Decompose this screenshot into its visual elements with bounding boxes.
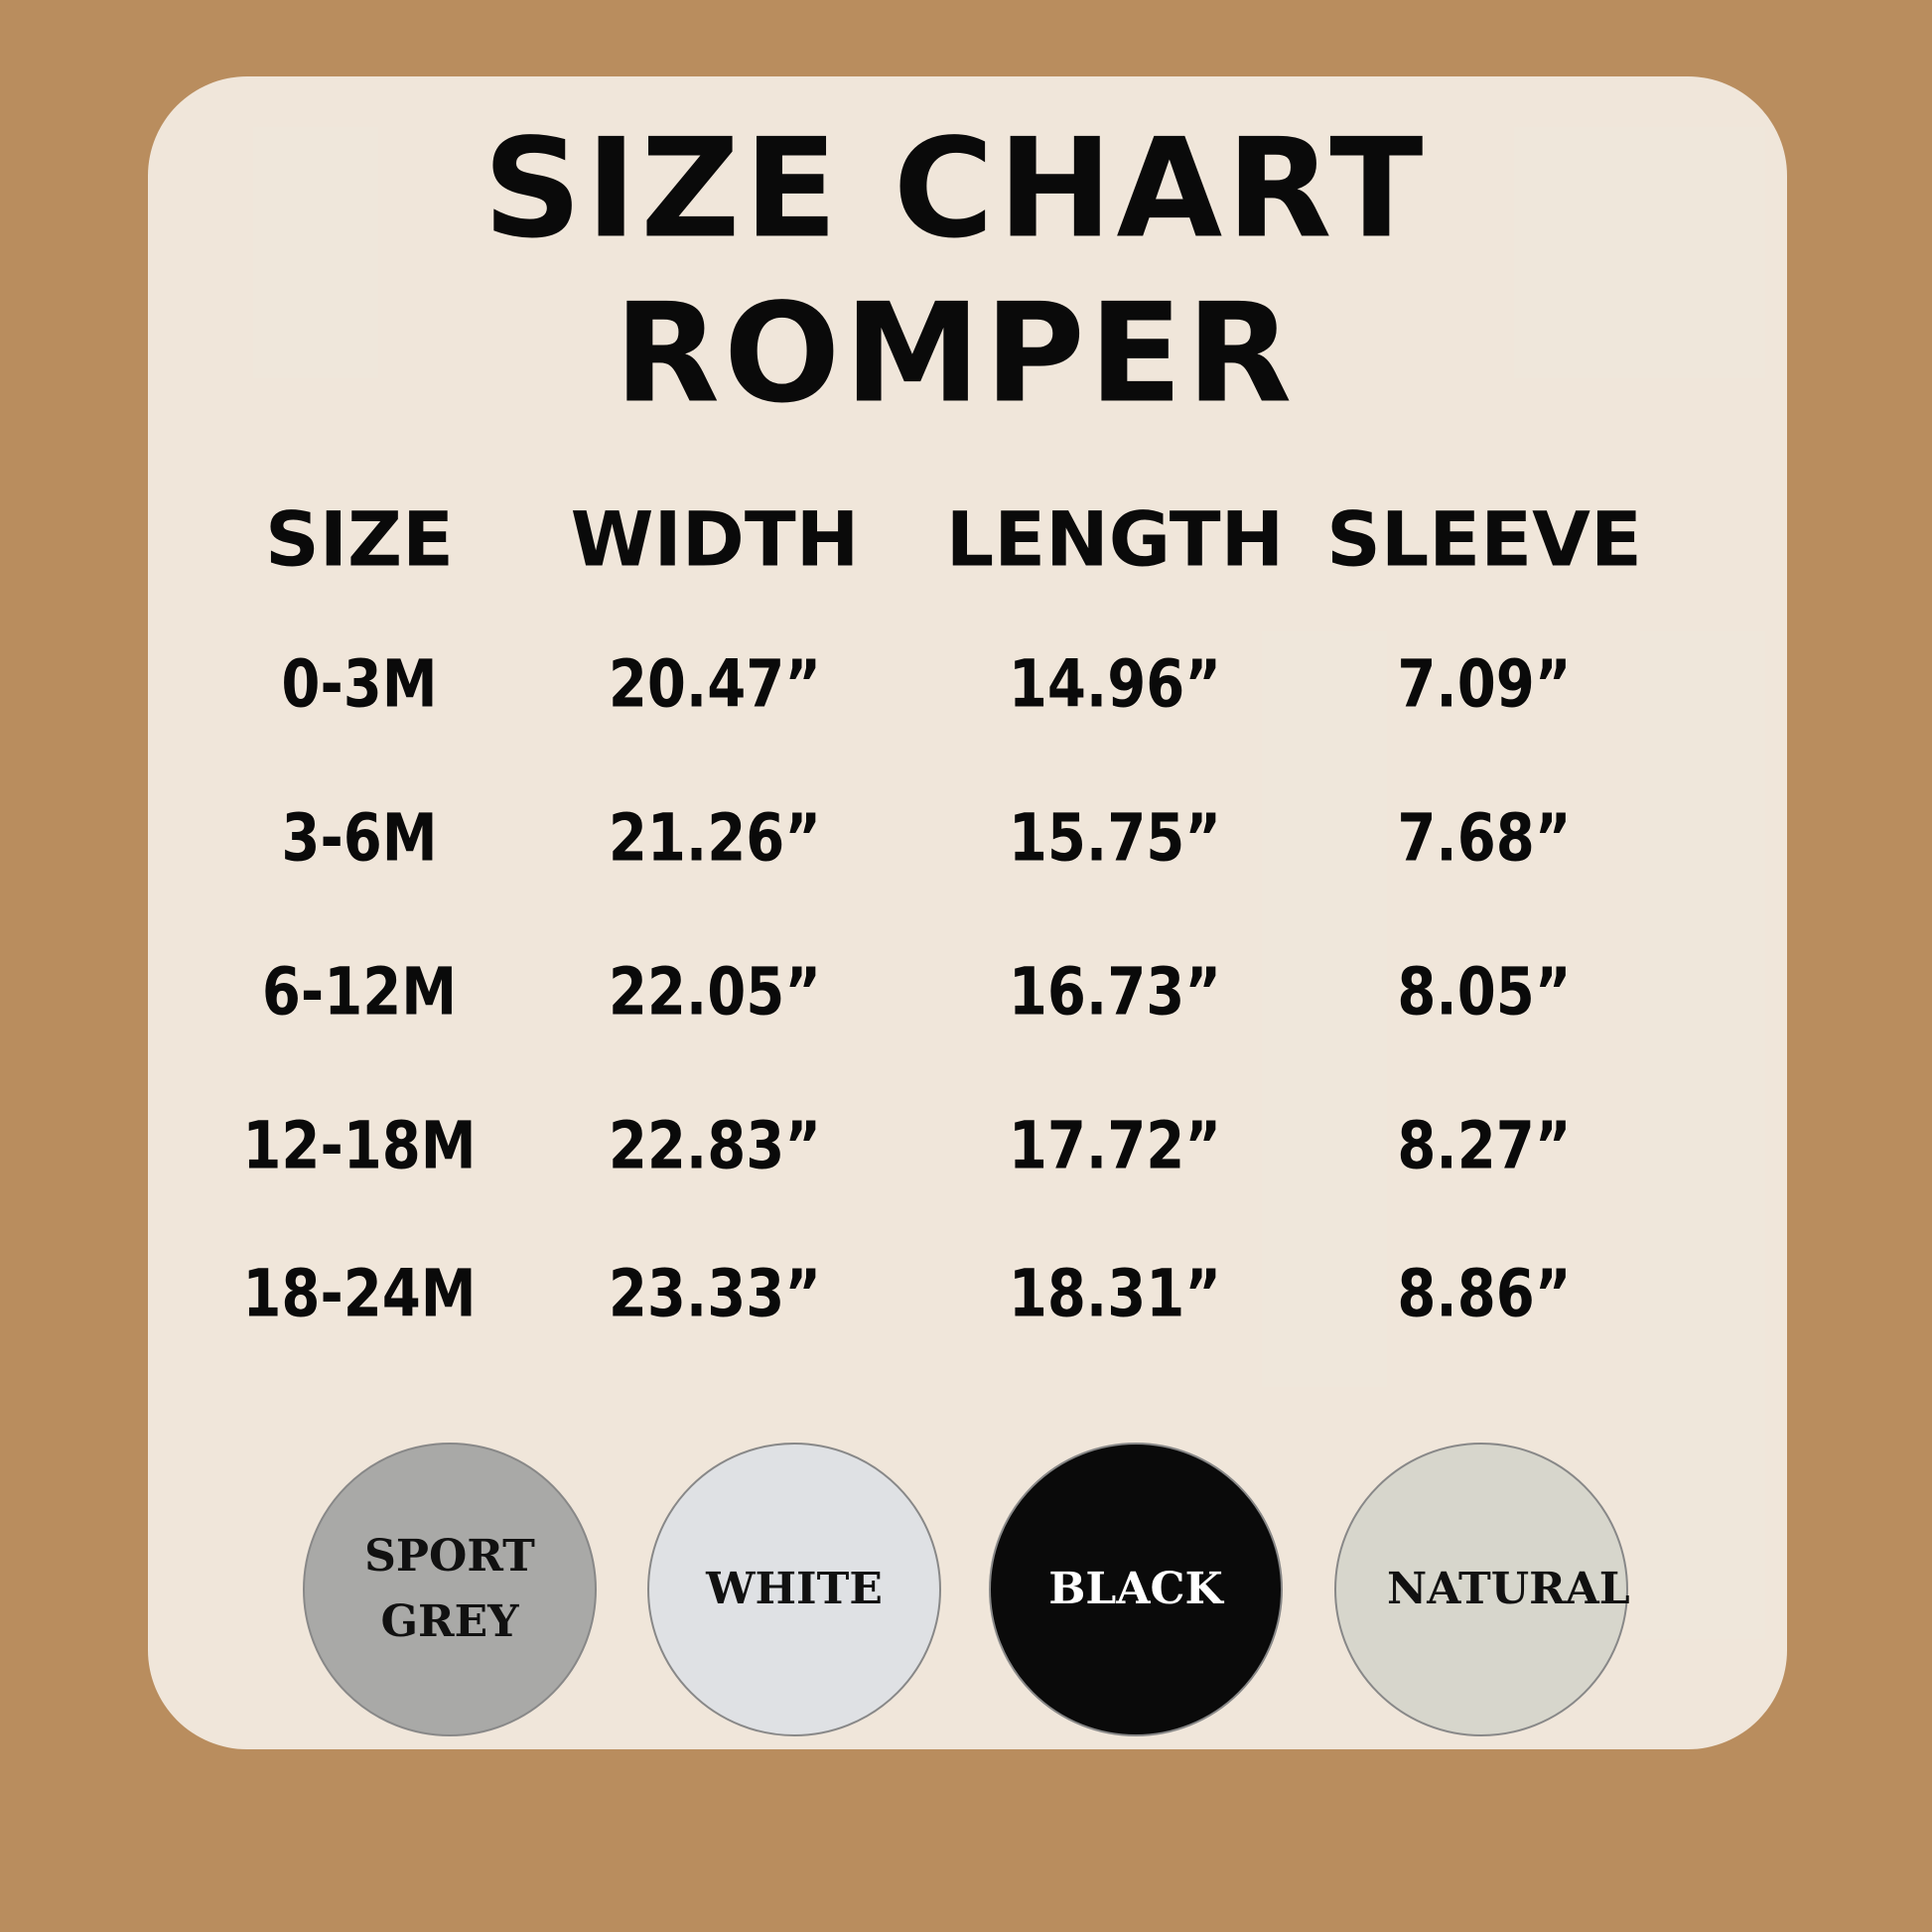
- swatch: WHITE: [647, 1443, 941, 1736]
- swatch: NATURAL: [1334, 1443, 1630, 1736]
- table-cell: 7.68”: [1397, 799, 1572, 877]
- table-cell: 7.09”: [1397, 645, 1572, 723]
- swatch-label: BLACK: [1048, 1564, 1223, 1614]
- table-cell: 8.27”: [1397, 1107, 1572, 1184]
- table-cell: 0-3M: [281, 645, 438, 723]
- swatch: SPORT GREY: [303, 1443, 597, 1736]
- subtitle: ROMPER: [614, 273, 1297, 434]
- table-cell: 22.83”: [608, 1107, 822, 1184]
- swatch: BLACK: [989, 1443, 1283, 1736]
- table-cell: 21.26”: [608, 799, 822, 877]
- table-cell: 3-6M: [281, 799, 438, 877]
- table-cell: 23.33”: [608, 1255, 822, 1332]
- swatch-label: NATURAL: [1387, 1564, 1630, 1614]
- table-cell: 20.47”: [608, 645, 822, 723]
- table-cell: 8.05”: [1397, 953, 1572, 1031]
- table-cell: 18.31”: [1008, 1255, 1222, 1332]
- column-header: SLEEVE: [1326, 494, 1642, 584]
- swatch-label: SPORT GREY: [364, 1531, 535, 1647]
- table-cell: 8.86”: [1397, 1255, 1572, 1332]
- column-header: SIZE: [264, 494, 455, 584]
- table-cell: 18-24M: [242, 1255, 477, 1332]
- table-cell: 14.96”: [1008, 645, 1222, 723]
- column-header: WIDTH: [570, 494, 860, 584]
- title: SIZE CHART: [483, 108, 1428, 269]
- table-cell: 16.73”: [1008, 953, 1222, 1031]
- swatch-label: WHITE: [706, 1564, 883, 1614]
- table-cell: 12-18M: [242, 1107, 477, 1184]
- table-cell: 22.05”: [608, 953, 822, 1031]
- table-cell: 15.75”: [1008, 799, 1222, 877]
- table-cell: 17.72”: [1008, 1107, 1222, 1184]
- column-header: LENGTH: [945, 494, 1285, 584]
- table-cell: 6-12M: [261, 953, 458, 1031]
